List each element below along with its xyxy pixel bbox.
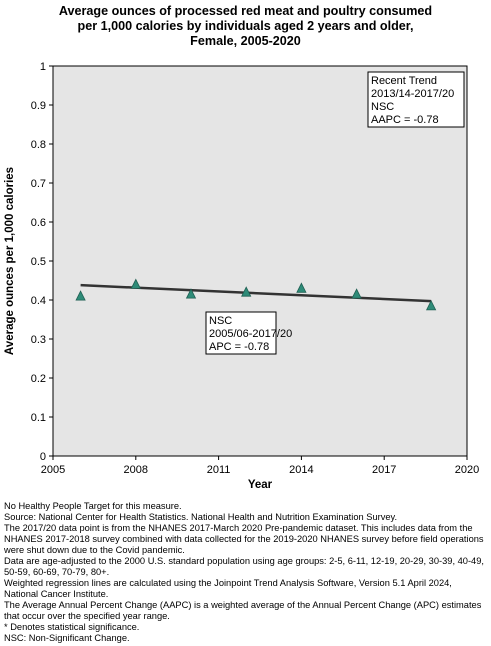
y-tick-label: 0 bbox=[40, 451, 46, 463]
data-points bbox=[75, 278, 437, 311]
y-tick-label: 0.4 bbox=[31, 295, 46, 307]
footnote: Weighted regression lines are calculated… bbox=[4, 578, 452, 599]
y-tick-label: 0.6 bbox=[31, 217, 46, 229]
y-tick-label: 0.5 bbox=[31, 256, 46, 268]
annotation-recent-line-3: NSC bbox=[371, 101, 394, 113]
data-point bbox=[130, 278, 141, 289]
x-tick-label: 2008 bbox=[124, 464, 148, 476]
data-point bbox=[185, 288, 197, 299]
data-point bbox=[425, 299, 437, 311]
y-axis: 0 0.1 0.2 0.3 0.4 0.5 0.6 0.7 0.8 0.9 1 bbox=[31, 61, 53, 463]
annotation-overall-box bbox=[205, 311, 277, 355]
y-tick-label: 0.8 bbox=[31, 139, 46, 151]
annotation-recent-line-2: 2013/14-2017/20 bbox=[371, 88, 454, 100]
x-tick-label: 2020 bbox=[455, 464, 479, 476]
x-axis-title: Year bbox=[248, 479, 273, 491]
chart-title-line-2: per 1,000 calories by individuals aged 2… bbox=[77, 19, 414, 33]
footnote: No Healthy People Target for this measur… bbox=[4, 501, 182, 511]
chart-svg: 00.10.20.30.40.50.60.70.80.91 2005 2008 20… bbox=[4, 61, 479, 491]
annotation-recent-box bbox=[367, 71, 465, 128]
x-tick-label: 2014 bbox=[289, 464, 313, 476]
annotation-recent-trend: Recent Trend 2013/14-2017/20 NSC AAPC = … bbox=[367, 71, 465, 128]
data-point bbox=[241, 286, 252, 297]
x-tick-label: 2005 bbox=[41, 464, 65, 476]
annotation-overall-line-1: NSC bbox=[209, 315, 232, 327]
annotation-recent-line-1: Recent Trend bbox=[371, 75, 437, 87]
y-tick-label: 0.3 bbox=[31, 334, 46, 346]
data-point bbox=[296, 282, 307, 293]
y-tick-label: 0.7 bbox=[31, 178, 46, 190]
annotation-overall-line-3: APC = -0.78 bbox=[209, 341, 269, 353]
footnote: The Average Annual Percent Change (AAPC)… bbox=[4, 600, 482, 621]
x-axis: 2005 2008 2011 2014 2017 2020 bbox=[41, 456, 479, 476]
chart-title: Average ounces of processed red meat and… bbox=[0, 4, 491, 49]
data-point bbox=[351, 288, 362, 299]
chart-title-line-3: Female, 2005-2020 bbox=[190, 34, 301, 48]
y-tick-label: 0.1 bbox=[31, 412, 46, 424]
x-tick-label: 2011 bbox=[207, 464, 231, 476]
annotation-overall-line-2: 2005/06-2017/20 bbox=[209, 328, 292, 340]
footnote: The 2017/20 data point is from the NHANE… bbox=[4, 523, 484, 555]
chart-title-line-1: Average ounces of processed red meat and… bbox=[58, 4, 433, 18]
footnote: NSC: Non-Significant Change. bbox=[4, 633, 130, 643]
y-tick-label: 0.9 bbox=[31, 100, 46, 112]
footnote: * Denotes statistical significance. bbox=[4, 622, 140, 632]
y-tick-label: 1 bbox=[40, 61, 46, 73]
footnotes: No Healthy People Target for this measur… bbox=[4, 501, 488, 644]
plot-area bbox=[52, 65, 468, 457]
footnote: Source: National Center for Health Stati… bbox=[4, 512, 398, 522]
annotation-overall-trend: NSC 2005/06-2017/20 APC = -0.78 bbox=[205, 311, 292, 355]
x-tick-label: 2017 bbox=[372, 464, 396, 476]
data-point bbox=[75, 290, 86, 301]
y-tick-label: 0.2 bbox=[31, 373, 46, 385]
annotation-recent-line-4: AAPC = -0.78 bbox=[371, 114, 439, 126]
y-axis-title: Average ounces per 1,000 calories bbox=[4, 167, 16, 355]
footnote: Data are age-adjusted to the 2000 U.S. s… bbox=[4, 556, 484, 577]
